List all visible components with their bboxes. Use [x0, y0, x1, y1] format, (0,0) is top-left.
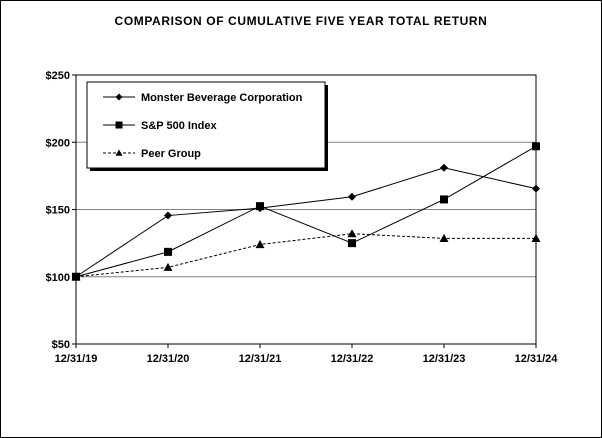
legend-marker-monster-beverage-corporation — [115, 93, 123, 101]
y-tick-label: $100 — [46, 272, 70, 284]
legend-label-peer-group: Peer Group — [141, 148, 201, 160]
data-point-s-p-500-index — [164, 247, 172, 256]
y-tick-label: $250 — [46, 70, 70, 82]
x-tick-label: 12/31/21 — [239, 353, 282, 365]
legend-label-monster-beverage-corporation: Monster Beverage Corporation — [141, 92, 303, 104]
data-point-monster-beverage-corporation — [440, 163, 448, 172]
chart-title: COMPARISON OF CUMULATIVE FIVE YEAR TOTAL… — [114, 14, 488, 28]
legend-marker-s-p-500-index — [115, 121, 123, 129]
data-point-peer-group — [531, 233, 541, 243]
data-point-peer-group — [163, 262, 173, 271]
y-tick-label: $150 — [46, 205, 70, 217]
series-line-peer-group — [75, 233, 536, 278]
data-point-s-p-500-index — [348, 239, 356, 248]
data-point-s-p-500-index — [440, 195, 448, 204]
data-point-monster-beverage-corporation — [532, 184, 540, 193]
data-point-s-p-500-index — [532, 142, 540, 151]
y-tick-label: $50 — [52, 339, 70, 351]
x-tick-label: 12/31/24 — [515, 353, 559, 365]
x-tick-label: 12/31/19 — [55, 353, 98, 365]
x-tick-label: 12/31/22 — [331, 353, 374, 365]
data-point-s-p-500-index — [256, 202, 264, 211]
data-point-peer-group — [255, 239, 265, 249]
x-tick-label: 12/31/20 — [147, 353, 190, 365]
y-tick-label: $200 — [46, 137, 70, 149]
legend-label-s-p-500-index: S&P 500 Index — [141, 120, 217, 132]
data-point-peer-group — [439, 233, 449, 243]
legend-marker-peer-group — [115, 149, 123, 156]
data-point-peer-group — [347, 229, 357, 238]
series-line-s-p-500-index — [75, 145, 537, 278]
x-tick-label: 12/31/23 — [423, 353, 466, 365]
data-point-monster-beverage-corporation — [164, 211, 172, 220]
data-point-peer-group — [71, 272, 81, 281]
series-line-monster-beverage-corporation — [75, 167, 537, 278]
data-point-monster-beverage-corporation — [348, 192, 356, 201]
